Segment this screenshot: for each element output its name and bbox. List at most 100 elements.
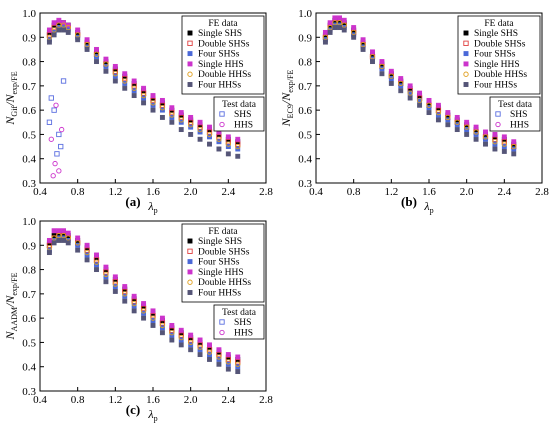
data-point-double-shss	[159, 102, 166, 108]
data-point-four-hhss	[46, 250, 52, 256]
legend-test-title: Test data	[222, 308, 257, 318]
test-point-shs	[51, 107, 57, 113]
x-tick-label: 1.6	[146, 186, 160, 198]
data-point-four-hhss	[75, 247, 81, 253]
y-axis-label: NAADM/Nexp/FE	[3, 272, 19, 340]
legend-test-marker	[219, 121, 225, 128]
data-point-single-hhs	[51, 228, 57, 234]
data-point-double-shss	[140, 305, 147, 312]
data-point-single-hhs	[225, 134, 231, 140]
data-point-four-hhss	[103, 68, 109, 74]
legend-test-label: SHS	[234, 318, 251, 328]
data-point-single-hhs	[75, 27, 81, 33]
data-point-four-hhss	[131, 93, 137, 99]
data-point-four-hhss	[435, 117, 441, 123]
data-point-single-hhs	[56, 17, 62, 23]
data-point-double-hhss	[482, 134, 489, 140]
legend-test-marker	[495, 111, 501, 117]
data-point-four-hhss	[379, 71, 385, 77]
data-point-single-hhs	[188, 332, 194, 338]
legend-marker	[187, 61, 193, 67]
data-point-double-hhss	[65, 235, 71, 241]
data-point-double-hhss	[46, 34, 53, 40]
data-point-double-hhss	[369, 54, 376, 60]
data-point-single-hhs	[112, 274, 118, 280]
data-point-single-hhs	[351, 25, 357, 31]
data-point-four-hhss	[178, 342, 184, 348]
y-tick-label: 0.4	[22, 362, 36, 374]
data-point-double-shss	[178, 114, 184, 121]
x-tick-label: 0.8	[347, 186, 361, 198]
legend-label: Four HHSs	[198, 81, 241, 91]
legend-marker	[187, 71, 193, 77]
test-point-hhs	[52, 160, 58, 167]
data-point-double-hhss	[416, 97, 423, 104]
y-axis-label: NEC9/Nexp/FE	[279, 70, 295, 128]
data-point-double-hhss	[60, 232, 67, 239]
data-point-double-hhss	[235, 361, 241, 367]
data-point-double-hhss	[60, 22, 67, 28]
data-point-double-hhss	[360, 41, 366, 48]
data-point-double-hhss	[454, 119, 460, 125]
data-point-four-hhss	[483, 141, 488, 147]
data-point-double-shss	[197, 342, 203, 348]
data-point-single-hhs	[75, 235, 81, 241]
data-point-single-hhs	[94, 46, 99, 52]
legend-fe-title: FE data	[484, 19, 514, 29]
data-point-single-hhs	[207, 342, 212, 348]
data-point-single-hhs	[454, 114, 460, 120]
data-point-four-hhss	[322, 39, 328, 45]
data-point-double-hhss	[150, 100, 156, 106]
legend-marker	[187, 30, 193, 36]
data-point-double-hhss	[131, 85, 137, 91]
data-point-single-hhs	[207, 124, 212, 130]
data-point-four-hhss	[65, 240, 71, 246]
data-point-double-hhss	[84, 41, 90, 48]
legend-test-marker	[495, 121, 501, 128]
y-tick-label: 0.9	[22, 240, 36, 252]
data-point-double-shss	[122, 75, 128, 82]
data-point-double-shss	[131, 298, 137, 304]
data-point-double-hhss	[46, 245, 53, 251]
legend-fe-title: FE data	[208, 227, 238, 237]
data-point-double-hhss	[51, 27, 57, 33]
legend-label: Double HHSs	[198, 70, 251, 80]
data-point-four-hhss	[332, 25, 338, 31]
data-point-double-shss	[46, 242, 53, 248]
legend-fe-box	[181, 223, 265, 303]
test-point-shs	[54, 151, 60, 157]
data-point-single-hhs	[178, 110, 184, 116]
test-point-shs	[60, 78, 67, 84]
x-tick-label: 2.0	[184, 394, 198, 406]
data-point-double-shss	[112, 68, 118, 74]
y-tick-label: 0.9	[22, 32, 36, 44]
legend-marker	[187, 51, 193, 57]
legend-test-marker	[219, 319, 225, 325]
y-tick-label: 0.3	[22, 386, 36, 398]
data-point-double-hhss	[206, 131, 213, 138]
legend-label: Double SHSs	[198, 39, 250, 49]
data-point-double-hhss	[379, 63, 385, 70]
legend-label: Single SHS	[198, 29, 242, 39]
legend-marker	[187, 279, 193, 285]
legend-label: Four SHSs	[198, 258, 240, 268]
data-point-four-hhss	[337, 25, 342, 31]
data-point-four-hhss	[207, 356, 212, 362]
data-point-four-hhss	[103, 279, 109, 285]
y-tick-label: 0.5	[298, 129, 312, 141]
data-point-four-hhss	[207, 141, 212, 147]
x-axis-label: λp	[423, 199, 433, 215]
y-tick-label: 0.6	[298, 105, 312, 117]
data-point-double-hhss	[122, 78, 128, 84]
test-point-shs	[46, 119, 53, 125]
y-tick-label: 1.0	[298, 8, 312, 20]
data-point-double-shss	[140, 90, 147, 96]
test-point-hhs	[48, 136, 54, 142]
data-point-double-hhss	[169, 112, 175, 118]
data-point-single-hhs	[84, 37, 90, 43]
x-tick-label: 1.6	[422, 186, 436, 198]
x-axis-label: λp	[147, 199, 157, 215]
legend-test-label: HHS	[510, 121, 529, 131]
x-tick-label: 2.4	[221, 186, 235, 198]
data-point-double-hhss	[492, 139, 498, 145]
